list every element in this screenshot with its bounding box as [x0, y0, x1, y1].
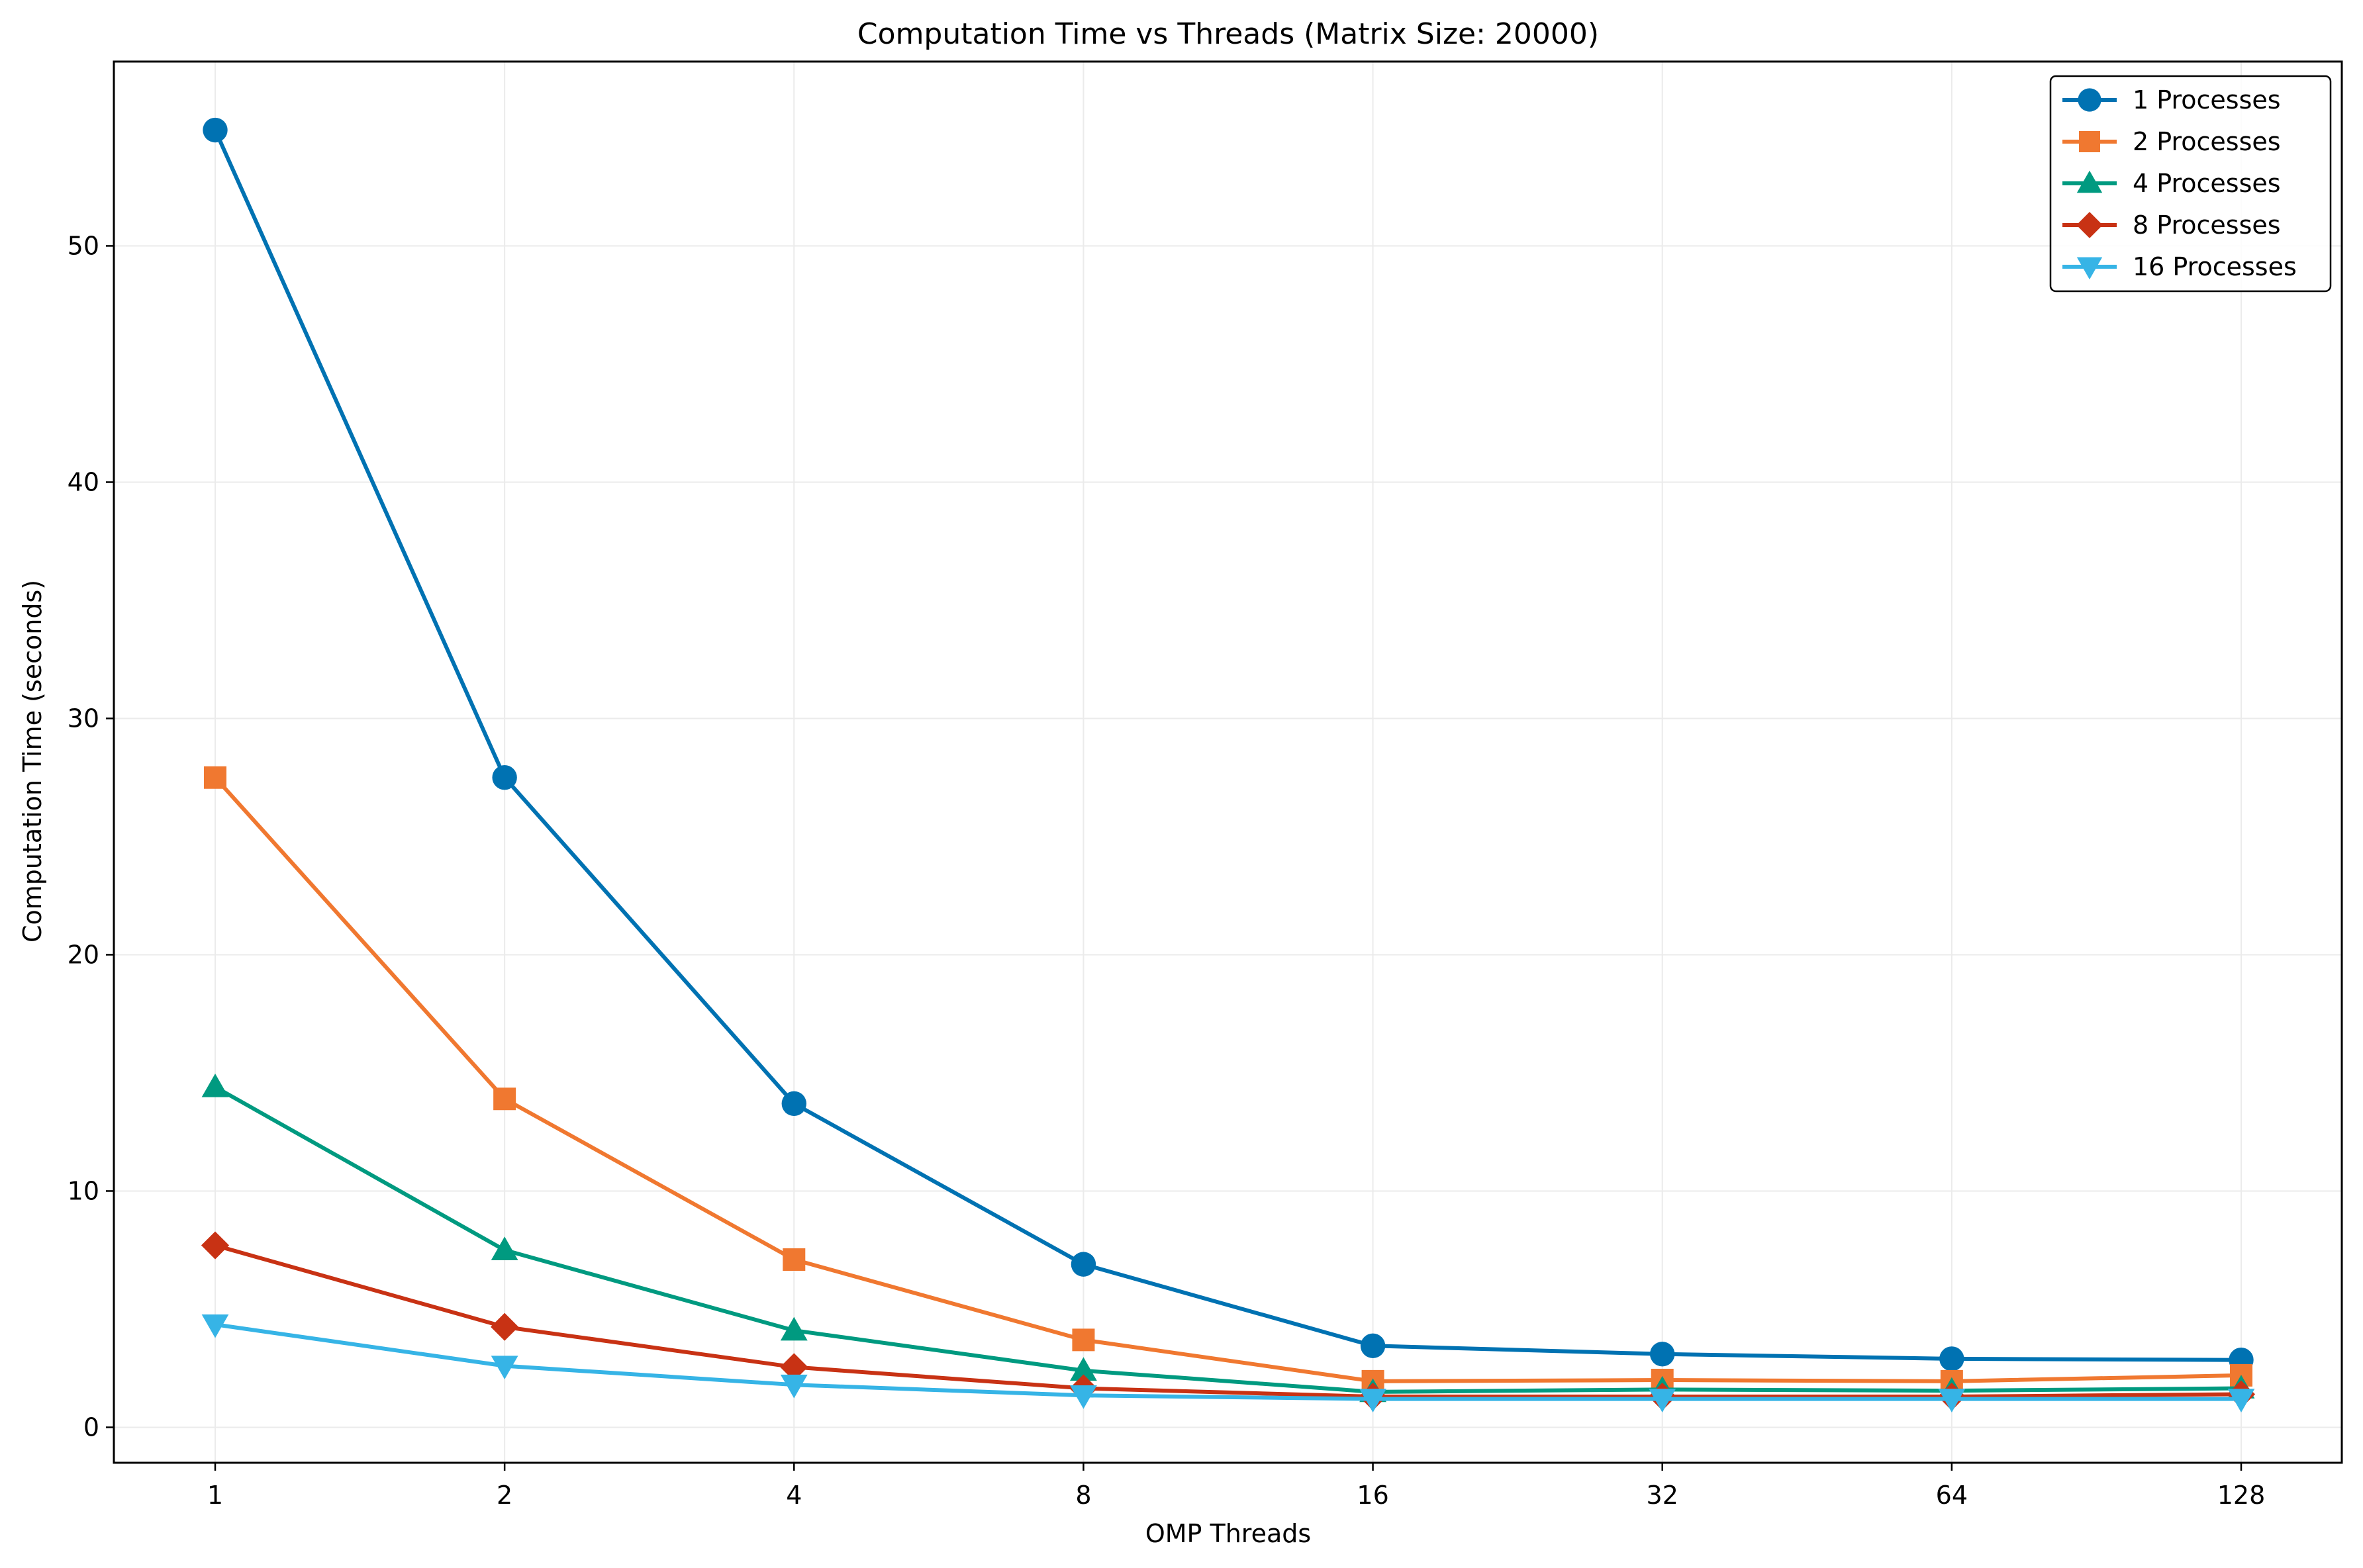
y-tick-label: 20 — [68, 940, 99, 969]
grid-lines — [114, 62, 2342, 1463]
data-point — [1359, 1389, 1386, 1413]
data-point — [780, 1316, 808, 1341]
legend-label: 2 Processes — [2133, 127, 2281, 156]
series-line — [213, 776, 2242, 1383]
legend-marker — [2076, 212, 2103, 238]
x-tick-label: 128 — [2217, 1481, 2266, 1510]
x-tick-label: 32 — [1647, 1481, 1678, 1510]
data-point — [780, 1353, 808, 1381]
data-point — [781, 1091, 806, 1117]
data-point — [1070, 1357, 1097, 1381]
x-tick-label: 16 — [1357, 1481, 1388, 1510]
data-point — [1938, 1389, 1966, 1413]
legend-entry: 16 Processes — [2062, 252, 2297, 281]
legend-marker — [2078, 88, 2101, 112]
y-tick-label: 40 — [68, 467, 99, 496]
legend-frame — [2049, 75, 2332, 293]
data-point — [491, 1356, 518, 1380]
data-point — [1649, 1389, 1676, 1413]
data-point — [1939, 1346, 1964, 1371]
data-point — [1071, 1252, 1096, 1277]
x-axis-label: OMP Threads — [1145, 1519, 1311, 1548]
x-tick-label: 4 — [786, 1481, 802, 1510]
data-point — [203, 117, 228, 143]
series-5 — [201, 1314, 2255, 1413]
series-line — [214, 1085, 2242, 1394]
legend-label: 4 Processes — [2133, 169, 2281, 198]
legend-entry: 8 Processes — [2062, 210, 2281, 240]
legend-marker — [2079, 131, 2100, 152]
y-tick-label: 50 — [68, 231, 99, 260]
data-point — [780, 1374, 808, 1399]
data-point — [201, 1231, 230, 1260]
legend-label: 8 Processes — [2133, 210, 2281, 240]
legend-label: 16 Processes — [2133, 252, 2297, 281]
legend-entry: 1 Processes — [2062, 85, 2281, 115]
x-axis-ticks: 1 2 4 8 16 32 64 128 — [207, 1463, 2265, 1510]
data-point — [1360, 1333, 1386, 1358]
x-tick-label: 1 — [207, 1481, 223, 1510]
x-tick-label: 8 — [1075, 1481, 1091, 1510]
plot-area-frame — [113, 60, 2343, 1464]
legend-entry: 4 Processes — [2062, 169, 2281, 198]
data-point — [491, 1313, 519, 1341]
data-point — [1650, 1342, 1675, 1367]
series-line — [215, 1243, 2242, 1399]
y-tick-label: 0 — [83, 1412, 99, 1442]
legend-label: 1 Processes — [2133, 85, 2281, 115]
data-point — [783, 1248, 806, 1271]
y-tick-label: 10 — [68, 1176, 99, 1205]
y-tick-label: 30 — [68, 704, 99, 733]
data-point — [1070, 1385, 1097, 1409]
x-tick-label: 64 — [1936, 1481, 1968, 1510]
legend: 1 Processes 2 Processes 4 Processes 8 Proce… — [2049, 75, 2332, 293]
legend-marker — [2076, 170, 2103, 193]
data-point — [204, 766, 226, 789]
chart-title: Computation Time vs Threads (Matrix Size… — [857, 17, 1599, 51]
data-point — [492, 765, 517, 790]
legend-entry: 2 Processes — [2062, 127, 2281, 156]
y-axis-label: Computation Time (seconds) — [18, 580, 47, 943]
series-1 — [203, 117, 2254, 1373]
series-layer — [201, 117, 2256, 1413]
data-point — [491, 1236, 518, 1261]
data-point — [493, 1087, 516, 1111]
data-point — [1072, 1328, 1095, 1352]
data-point — [2227, 1389, 2255, 1413]
x-tick-label: 2 — [497, 1481, 512, 1510]
legend-marker — [2076, 257, 2103, 280]
data-point — [201, 1073, 229, 1097]
series-line — [213, 129, 2242, 1362]
data-point — [201, 1314, 229, 1338]
series-line — [215, 1322, 2241, 1401]
y-axis-ticks: 0 10 20 30 40 50 — [68, 231, 114, 1442]
